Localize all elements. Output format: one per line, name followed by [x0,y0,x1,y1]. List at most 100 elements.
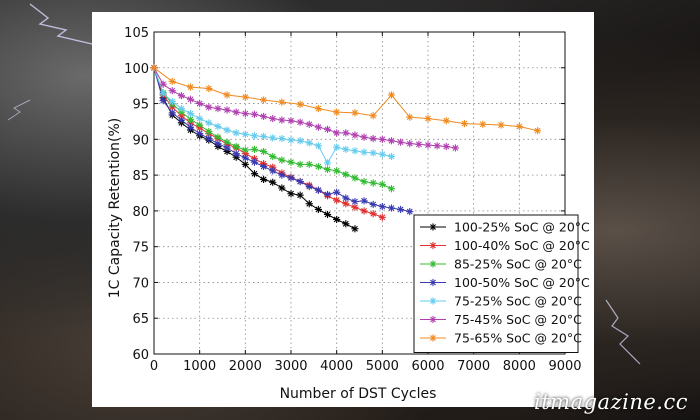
data-point [278,98,286,106]
data-point [333,167,341,175]
plot-frame [153,31,566,355]
data-point [323,190,332,199]
y-tick-label: 85 [132,169,149,184]
legend-label: 100-50% SoC @ 20°C [454,275,590,290]
x-tick-label: 3000 [274,359,307,374]
data-point [260,132,268,141]
data-point [360,177,368,186]
data-point [429,278,437,287]
data-point [205,84,213,93]
series-line [153,67,456,149]
data-point [314,142,322,150]
data-point [333,215,341,224]
data-point [186,123,195,131]
x-tick-label: 5000 [366,359,399,374]
legend-label: 75-25% SoC @ 20°C [454,294,582,309]
data-point [287,136,295,144]
legend-label: 85-25% SoC @ 20°C [454,257,582,272]
data-point [333,143,341,151]
chart-panel: 0 1000 2000 3000 4000 5000 6000 7000 8000 9000 60 6… [92,12,594,407]
data-point [360,197,368,205]
data-point [241,154,249,162]
data-point [159,80,167,88]
data-point [296,100,304,108]
data-point [369,200,377,209]
data-point [296,137,304,145]
data-point [232,150,240,158]
legend-label: 75-65% SoC @ 20°C [454,331,582,346]
data-point [186,109,195,118]
data-point [296,160,304,168]
x-tick-label: 6000 [411,359,444,374]
data-point [287,117,295,125]
y-tick-label: 90 [132,133,149,148]
data-point [287,174,295,182]
data-point [241,160,249,168]
data-point [333,188,341,196]
x-tick-label: 1000 [183,359,216,374]
data-point [223,138,231,146]
data-point [333,129,341,137]
legend-item: 100-25% SoC @ 20°C [420,220,590,235]
data-point [323,125,332,133]
data-point [479,120,487,128]
data-point [534,127,542,135]
data-point [323,159,332,167]
data-point [278,135,286,143]
data-point [232,129,240,137]
data-point [260,162,268,171]
data-point [269,167,277,175]
y-tick-label: 105 [124,26,149,41]
legend-item: 75-45% SoC @ 20°C [420,312,582,327]
data-point [159,97,167,105]
x-tick-label: 9000 [548,359,581,374]
legend: 100-25% SoC @ 20°C 100-40% SoC @ 20°C 85-2… [413,214,590,353]
series-line [153,67,383,218]
y-tick-label: 65 [132,312,149,327]
data-point [378,180,386,189]
watermark: itmagazine.cc [534,390,688,414]
data-point [397,138,405,146]
data-point [296,177,304,186]
data-point [214,133,222,141]
data-point [314,186,322,194]
data-point [342,145,350,153]
x-axis-label: Number of DST Cycles [280,386,437,402]
data-point [429,260,437,268]
data-point [287,158,295,166]
data-point [232,142,240,151]
legend-item: 100-50% SoC @ 20°C [420,275,590,290]
data-point [168,87,176,95]
y-tick-label: 100 [124,62,149,77]
data-point [433,142,441,150]
data-point [205,135,213,143]
data-point [223,126,231,134]
data-point [223,106,231,114]
data-point [387,185,396,193]
x-tick-label: 8000 [503,359,536,374]
data-point [241,93,249,101]
x-tick-label: 2000 [229,359,262,374]
data-point [260,96,268,104]
data-point [314,104,322,113]
data-point [415,140,423,148]
data-point [232,108,240,116]
data-point [314,123,322,131]
data-point [196,114,204,123]
data-point [278,156,286,164]
data-point [460,119,469,128]
data-point [278,171,286,179]
data-point [369,112,377,120]
data-point [287,190,295,198]
series-group [150,64,542,233]
data-point [305,182,313,191]
data-point [269,152,277,161]
legend-box [413,214,579,353]
data-point [429,297,437,305]
data-point [260,147,268,156]
legend-item: 75-65% SoC @ 20°C [420,331,582,346]
legend-item: 100-40% SoC @ 20°C [420,238,590,253]
data-point [241,109,249,118]
data-point [378,213,386,221]
data-point [424,141,432,149]
